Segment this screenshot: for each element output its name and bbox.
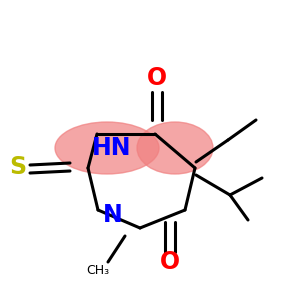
Text: S: S — [9, 155, 27, 179]
Text: N: N — [103, 203, 123, 227]
Text: O: O — [160, 250, 180, 274]
Text: HN: HN — [92, 136, 132, 160]
Ellipse shape — [55, 122, 159, 174]
Ellipse shape — [137, 122, 213, 174]
Text: CH₃: CH₃ — [86, 263, 110, 277]
Text: O: O — [147, 66, 167, 90]
